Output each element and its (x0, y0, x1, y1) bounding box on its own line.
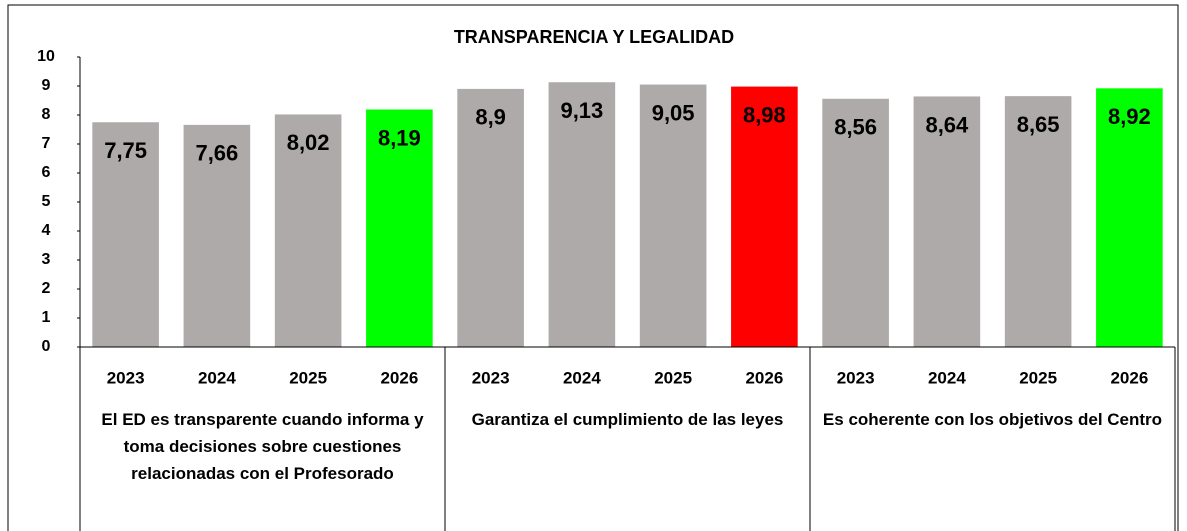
x-tick-label: 2026 (380, 368, 418, 387)
x-tick-label: 2023 (107, 368, 145, 387)
x-tick-label: 2024 (563, 368, 601, 387)
bar (274, 114, 342, 347)
y-tick-label: 5 (42, 193, 51, 210)
chart-title: TRANSPARENCIA Y LEGALIDAD (454, 27, 734, 47)
value-label: 9,13 (560, 98, 603, 123)
bar (913, 96, 981, 347)
x-tick-label: 2024 (928, 368, 966, 387)
bar (183, 124, 251, 347)
x-tick-label: 2026 (1110, 368, 1148, 387)
bar (731, 86, 798, 347)
y-tick-label: 4 (42, 222, 51, 239)
group-label: El ED es transparente cuando informa y t… (101, 410, 424, 483)
x-tick-label: 2025 (1019, 368, 1057, 387)
group-label: Garantiza el cumplimiento de las leyes (471, 410, 784, 429)
bar (92, 122, 159, 347)
value-label: 8,98 (743, 102, 786, 127)
group-label: Es coherente con los objetivos del Centr… (822, 410, 1163, 429)
y-tick-label: 7 (42, 135, 51, 152)
value-label: 8,65 (1017, 112, 1060, 137)
x-tick-label: 2025 (654, 368, 692, 387)
bar (822, 98, 889, 347)
bar (1096, 88, 1163, 347)
value-label: 8,92 (1108, 104, 1151, 129)
bar (548, 82, 616, 347)
y-tick-label: 3 (42, 251, 51, 268)
bar (457, 88, 524, 348)
value-label: 8,19 (378, 125, 421, 150)
x-tick-label: 2023 (472, 368, 510, 387)
value-label: 8,64 (925, 112, 969, 137)
group-label-box: Es coherente con los objetivos del Centr… (822, 410, 1163, 429)
value-label: 8,56 (834, 115, 877, 140)
group-label-box: Garantiza el cumplimiento de las leyes (471, 410, 784, 429)
value-label: 8,02 (287, 130, 330, 155)
x-tick-label: 2026 (745, 368, 783, 387)
bar (1004, 96, 1072, 348)
value-label: 8,9 (475, 105, 506, 130)
y-tick-label: 0 (42, 338, 51, 355)
value-label: 7,75 (104, 138, 147, 163)
group-label-box: El ED es transparente cuando informa y t… (101, 410, 424, 483)
y-tick-label: 9 (42, 77, 51, 94)
x-tick-label: 2023 (837, 368, 875, 387)
y-tick-label: 8 (42, 106, 51, 123)
y-tick-label: 1 (42, 309, 51, 326)
x-tick-label: 2025 (289, 368, 327, 387)
x-tick-label: 2024 (198, 368, 236, 387)
y-tick-label: 6 (42, 164, 51, 181)
bar (366, 109, 433, 348)
y-tick-label: 10 (37, 48, 55, 65)
value-label: 7,66 (195, 141, 238, 166)
value-label: 9,05 (652, 100, 695, 125)
y-tick-label: 2 (42, 280, 51, 297)
bar (639, 84, 707, 348)
